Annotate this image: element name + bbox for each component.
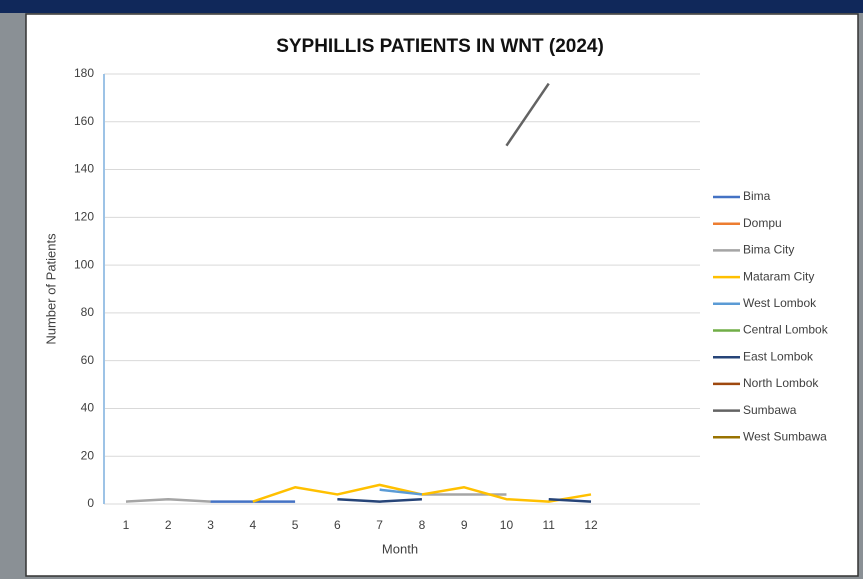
- y-tick-label: 60: [81, 353, 95, 367]
- y-tick-label: 160: [74, 114, 94, 128]
- legend-label: West Lombok: [743, 296, 817, 310]
- y-tick-label: 180: [74, 66, 94, 80]
- x-tick-label: 12: [584, 518, 598, 532]
- y-tick-label: 40: [81, 401, 95, 415]
- x-tick-label: 9: [461, 518, 468, 532]
- x-tick-label: 7: [376, 518, 383, 532]
- x-tick-label: 1: [123, 518, 130, 532]
- x-axis-label: Month: [382, 541, 418, 556]
- legend-label: West Sumbawa: [743, 429, 827, 443]
- legend-label: Dompu: [743, 216, 782, 230]
- legend-label: Central Lombok: [743, 323, 829, 337]
- x-tick-label: 4: [249, 518, 256, 532]
- y-tick-label: 0: [87, 496, 94, 510]
- x-tick-label: 2: [165, 518, 172, 532]
- series-line: [379, 488, 423, 496]
- series-line: [337, 497, 592, 503]
- x-tick-label: 5: [292, 518, 299, 532]
- chart-title: SYPHILLIS PATIENTS IN WNT (2024): [276, 36, 604, 57]
- x-tick-label: 6: [334, 518, 341, 532]
- top-bar: [0, 0, 863, 13]
- y-tick-label: 20: [81, 448, 95, 462]
- y-tick-label: 80: [81, 305, 95, 319]
- legend-label: East Lombok: [743, 349, 814, 363]
- y-tick-label: 100: [74, 257, 94, 271]
- legend-label: Bima: [743, 189, 771, 203]
- x-tick-label: 10: [500, 518, 514, 532]
- x-tick-label: 11: [542, 518, 555, 532]
- y-tick-label: 120: [74, 210, 94, 224]
- legend-label: Sumbawa: [743, 403, 797, 417]
- y-axis-label: Number of Patients: [43, 233, 58, 345]
- legend-label: Bima City: [743, 243, 794, 257]
- legend-label: Mataram City: [743, 269, 814, 283]
- chart-panel: [25, 13, 859, 577]
- x-tick-label: 3: [207, 518, 214, 532]
- legend-label: North Lombok: [743, 376, 819, 390]
- y-tick-label: 140: [74, 162, 94, 176]
- series-line: [505, 82, 550, 147]
- x-tick-label: 8: [419, 518, 426, 532]
